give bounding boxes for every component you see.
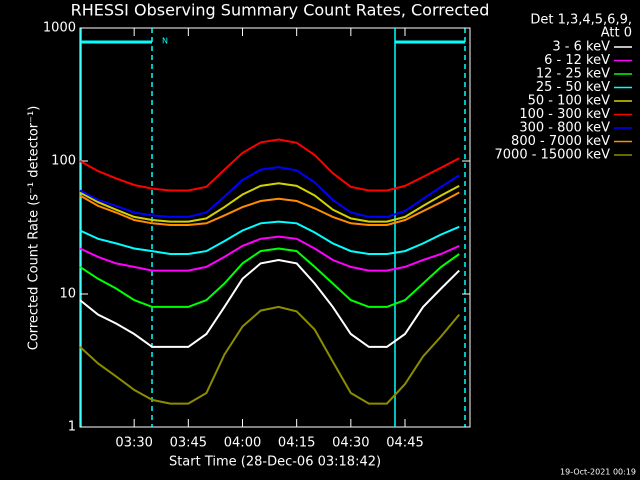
legend-label: 6 - 12 keV [544,53,610,68]
series-line [79,220,460,255]
legend-title: Det 1,3,4,5,6,9, [530,13,632,28]
legend-label: 3 - 6 keV [552,40,610,55]
x-tick-label: 04:45 [386,436,423,451]
legend-label: 800 - 7000 keV [511,134,610,149]
legend-label: 12 - 25 keV [536,67,610,82]
series-line [79,138,460,192]
x-tick-label: 03:30 [115,436,152,451]
series-line [79,182,460,223]
y-tick-label: 1000 [43,21,76,36]
series-line [79,305,460,405]
x-tick-label: 04:00 [224,436,261,451]
series-line [79,235,460,272]
legend-title: Att 0 [601,26,632,41]
legend-label: 300 - 800 keV [519,121,610,136]
series-line [79,191,460,226]
legend-label: 7000 - 15000 keV [495,148,611,163]
y-tick-label: 10 [59,287,76,302]
plot-frame [79,27,471,428]
series-line [79,258,460,348]
legend-label: 50 - 100 keV [528,94,611,109]
y-axis-label: Corrected Count Rate (s⁻¹ detector⁻¹) [27,106,42,351]
x-tick-label: 04:30 [332,436,369,451]
x-tick-label: 03:45 [170,436,207,451]
footer: 19-Oct-2021 00:19 [560,468,636,477]
interval-markers [80,28,466,427]
y-tick-label: 1 [68,420,76,435]
legend-label: 100 - 300 keV [519,107,610,122]
series-line [79,166,460,218]
y-tick-label: 100 [51,154,76,169]
chart-title: RHESSI Observing Summary Count Rates, Co… [71,1,490,20]
x-tick-label: 04:15 [278,436,315,451]
series-line [79,247,460,308]
annotation: N [162,37,168,46]
x-axis-label: Start Time (28-Dec-06 03:18:42) [169,455,381,470]
legend-label: 25 - 50 keV [536,80,610,95]
